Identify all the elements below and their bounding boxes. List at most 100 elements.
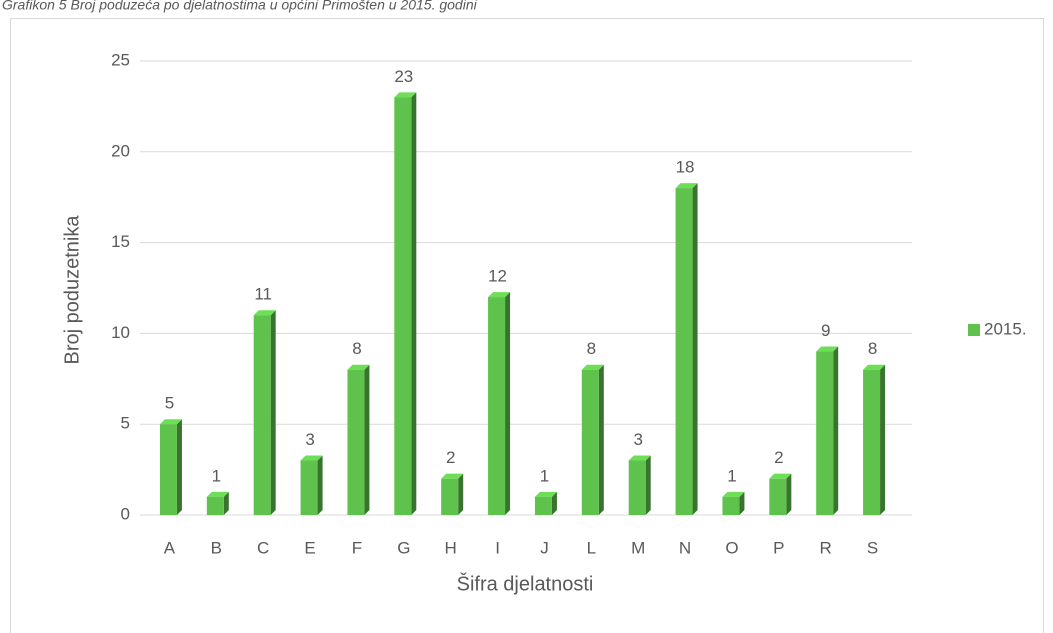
- bar-top: [394, 92, 417, 98]
- bar-front: [441, 478, 459, 515]
- bar-front: [581, 369, 599, 515]
- data-label: 2: [774, 448, 783, 467]
- x-tick-label: O: [725, 538, 738, 557]
- bar-side: [270, 310, 276, 515]
- bar-top: [769, 473, 792, 479]
- bar-side: [833, 346, 839, 515]
- bar-front: [488, 297, 506, 515]
- bar-side: [598, 364, 604, 515]
- x-tick-label: L: [587, 538, 596, 557]
- bar-top: [206, 491, 229, 497]
- bar-front: [534, 496, 552, 515]
- bar: [769, 473, 792, 515]
- bar-front: [722, 496, 740, 515]
- bar-top: [488, 292, 511, 298]
- legend-swatch: [968, 324, 980, 336]
- bar-side: [317, 455, 323, 515]
- x-tick-label: S: [867, 538, 878, 557]
- bar-side: [458, 473, 464, 515]
- bar-side: [739, 491, 745, 515]
- bar-front: [675, 188, 693, 515]
- data-label: 3: [305, 430, 314, 449]
- bar-front: [347, 369, 365, 515]
- bar-front: [769, 478, 787, 515]
- x-tick-label: C: [257, 538, 269, 557]
- bar: [300, 455, 323, 515]
- x-tick-label: B: [211, 538, 222, 557]
- data-label: 1: [212, 466, 221, 485]
- bar-top: [441, 473, 464, 479]
- bar-top: [722, 491, 745, 497]
- bar-side: [692, 183, 698, 515]
- chart-border: [10, 18, 1044, 633]
- data-label: 18: [676, 158, 695, 177]
- data-label: 8: [352, 339, 361, 358]
- bar-front: [159, 424, 177, 515]
- x-tick-label: E: [304, 538, 315, 557]
- bar-side: [176, 419, 182, 515]
- x-axis-label: Šifra djelatnosti: [457, 572, 594, 595]
- bar-side: [786, 473, 792, 515]
- bar-top: [159, 419, 182, 425]
- bar: [628, 455, 651, 515]
- bar-top: [300, 455, 323, 461]
- x-tick-label: A: [164, 538, 176, 557]
- data-label: 9: [821, 321, 830, 340]
- data-label: 5: [165, 394, 174, 413]
- bar-side: [551, 491, 557, 515]
- y-tick-label: 25: [111, 50, 130, 69]
- y-tick-label: 5: [121, 414, 130, 433]
- x-tick-label: R: [820, 538, 832, 557]
- bar-front: [394, 97, 412, 515]
- bar: [206, 491, 229, 515]
- bar-top: [628, 455, 651, 461]
- data-label: 2: [446, 448, 455, 467]
- bar-top: [675, 183, 698, 189]
- y-tick-label: 20: [111, 141, 130, 160]
- bar: [534, 491, 557, 515]
- y-tick-label: 15: [111, 232, 130, 251]
- bar: [581, 364, 604, 515]
- x-tick-label: M: [631, 538, 645, 557]
- x-tick-label: H: [445, 538, 457, 557]
- bar-top: [534, 491, 557, 497]
- bar: [722, 491, 745, 515]
- chart-title: Grafikon 5 Broj poduzeća po djelatnostim…: [2, 0, 478, 13]
- bar: [816, 346, 839, 515]
- data-label: 23: [394, 67, 413, 86]
- bar-top: [347, 364, 370, 370]
- x-tick-label: I: [495, 538, 500, 557]
- bar: [253, 310, 276, 515]
- x-tick-label: N: [679, 538, 691, 557]
- bar-top: [816, 346, 839, 352]
- bar: [675, 183, 698, 515]
- data-label: 1: [540, 466, 549, 485]
- bar-side: [411, 92, 417, 515]
- x-tick-label: F: [352, 538, 362, 557]
- bar-front: [253, 315, 271, 515]
- x-tick-label: G: [397, 538, 410, 557]
- bar-front: [816, 351, 834, 515]
- bar-top: [581, 364, 604, 370]
- bar: [863, 364, 886, 515]
- bar: [394, 92, 417, 515]
- bar: [347, 364, 370, 515]
- legend-label: 2015.: [984, 319, 1027, 338]
- data-label: 3: [633, 430, 642, 449]
- bar-side: [645, 455, 651, 515]
- y-tick-label: 0: [121, 504, 130, 523]
- bar-front: [206, 496, 224, 515]
- bar-front: [628, 460, 646, 515]
- x-tick-label: P: [773, 538, 784, 557]
- data-label: 8: [587, 339, 596, 358]
- bar-front: [300, 460, 318, 515]
- y-tick-label: 10: [111, 323, 130, 342]
- bar-top: [863, 364, 886, 370]
- bar-side: [223, 491, 229, 515]
- bar-side: [364, 364, 370, 515]
- data-label: 1: [727, 466, 736, 485]
- bar-side: [505, 292, 511, 515]
- data-label: 12: [488, 267, 507, 286]
